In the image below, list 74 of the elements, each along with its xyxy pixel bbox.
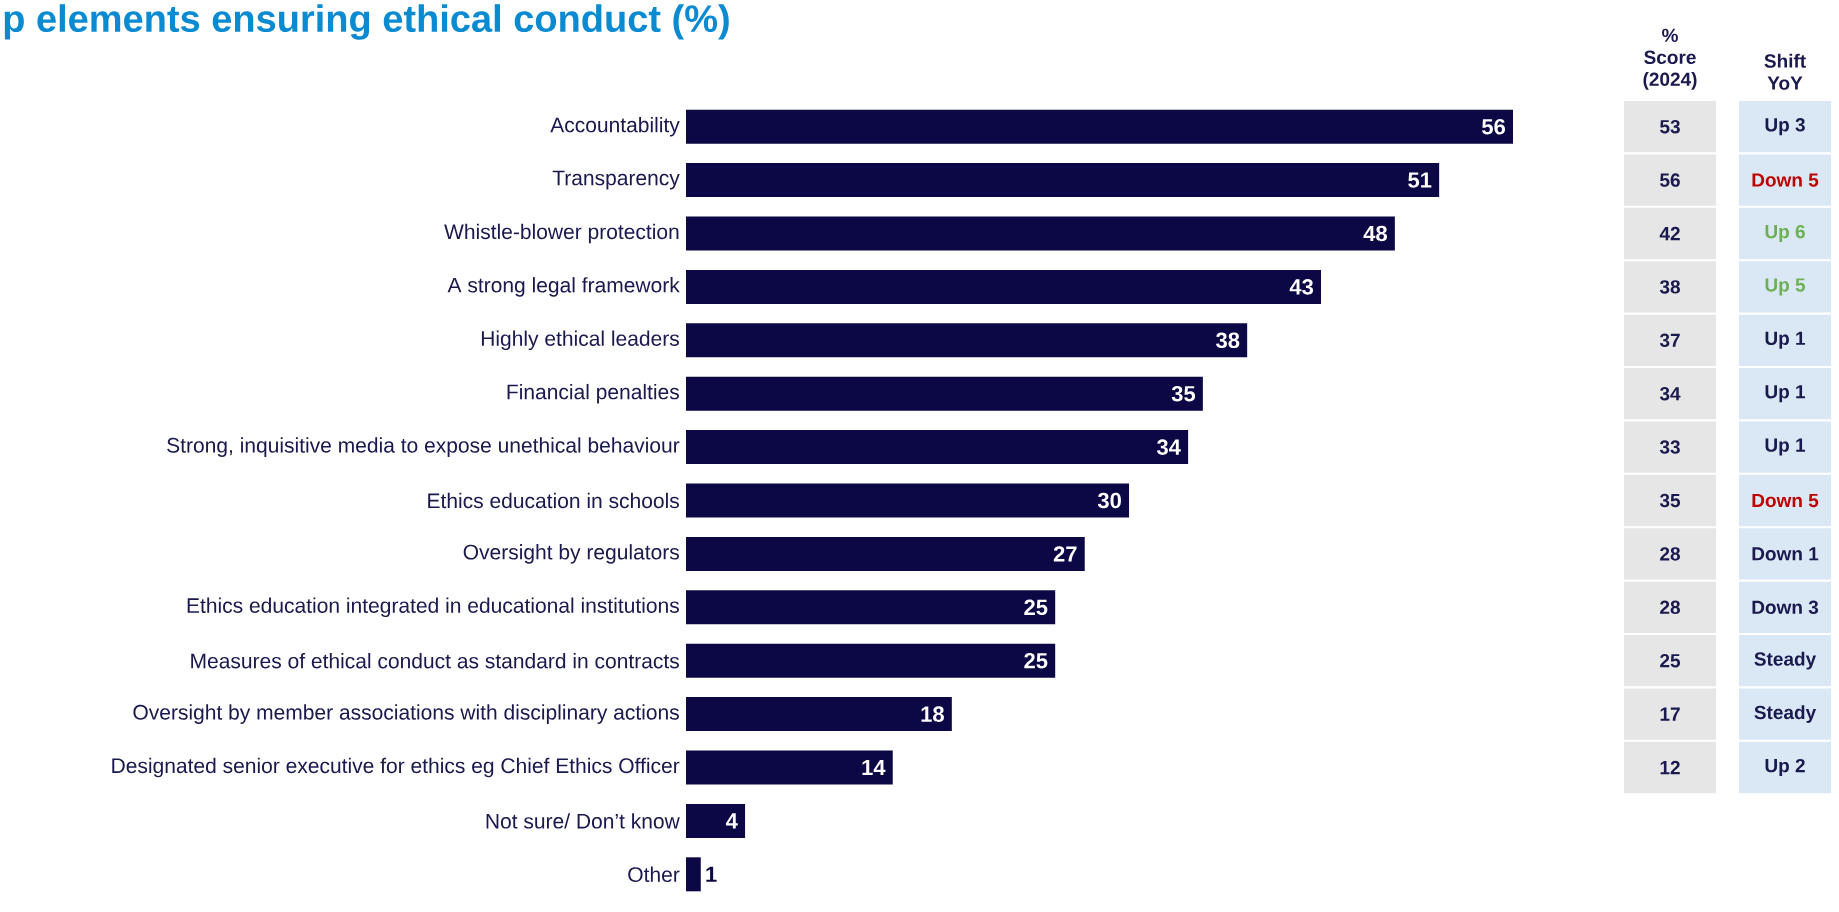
data-label: 25 — [1024, 652, 1048, 669]
text: 56 — [1660, 173, 1680, 187]
text: Down 3 — [1752, 600, 1819, 615]
text: Up 1 — [1765, 438, 1806, 456]
bar — [686, 109, 1513, 144]
text: % Score (2024) — [1643, 28, 1697, 90]
y-tick-label: Accountability — [550, 116, 680, 137]
data-label: 43 — [1289, 279, 1314, 295]
text: 28 — [1660, 600, 1680, 615]
text: Down 5 — [1752, 173, 1819, 187]
text: 12 — [1660, 760, 1680, 775]
y-tick-label: Ethics education integrated in educational institutions — [187, 597, 679, 618]
data-label: 51 — [1408, 172, 1432, 188]
y-tick-label: Whistle-blower protection — [444, 223, 679, 244]
bar — [686, 643, 1056, 678]
text: 38 — [1659, 280, 1680, 294]
y-tick-label: Measures of ethical conduct as standard in contracts — [191, 653, 679, 669]
bar — [686, 750, 893, 785]
bar — [686, 376, 1203, 411]
bar — [686, 216, 1395, 251]
text: Up 1 — [1765, 331, 1806, 349]
text: 42 — [1659, 226, 1680, 241]
data-label: 34 — [1156, 439, 1181, 455]
text: Up 6 — [1765, 224, 1805, 243]
data-label: 38 — [1216, 332, 1240, 349]
text: 17 — [1660, 707, 1680, 721]
text: Steady — [1754, 705, 1817, 723]
text: 25 — [1660, 653, 1681, 668]
text: Shift YoY — [1764, 53, 1806, 90]
data-label: 1 — [706, 866, 717, 882]
y-tick-label: Ethics education in schools — [428, 492, 679, 509]
y-tick-label: Not sure/ Don’t know — [486, 813, 680, 829]
text: Down 1 — [1752, 547, 1819, 561]
text: 33 — [1659, 440, 1680, 454]
data-label: 48 — [1363, 225, 1387, 242]
y-tick-label: Transparency — [552, 170, 680, 190]
text: Down 5 — [1752, 493, 1819, 508]
data-label: 25 — [1024, 599, 1048, 616]
bar — [686, 803, 746, 838]
bar — [686, 697, 952, 732]
data-label: 14 — [862, 759, 886, 776]
bar — [686, 536, 1085, 571]
y-tick-label: Strong, inquisitive media to expose unethical behaviour — [167, 437, 680, 457]
bar — [686, 483, 1130, 518]
bar — [686, 857, 701, 892]
y-tick-label: A strong legal framework — [447, 277, 680, 297]
text: Up 2 — [1765, 758, 1805, 777]
y-tick-label: Financial penalties — [507, 383, 679, 404]
text: 34 — [1659, 386, 1681, 401]
text: p elements ensuring ethical conduct (%) — [4, 4, 729, 40]
text: 37 — [1659, 333, 1680, 348]
y-tick-label: Designated senior executive for ethics eg Chief Ethics Officer — [112, 757, 680, 778]
text: 35 — [1659, 493, 1681, 508]
y-tick-label: Highly ethical leaders — [481, 330, 679, 351]
data-label: 27 — [1053, 546, 1077, 562]
text: 28 — [1660, 547, 1680, 561]
data-label: 30 — [1097, 492, 1121, 509]
text: Steady — [1754, 651, 1817, 670]
bar — [686, 163, 1440, 198]
y-tick-label: Oversight by regulators — [463, 544, 679, 564]
data-label: 35 — [1171, 385, 1196, 402]
bar — [686, 269, 1322, 304]
data-label: 4 — [725, 813, 738, 829]
y-tick-label: Other — [628, 866, 680, 883]
data-label: 56 — [1482, 118, 1506, 135]
bar — [686, 430, 1189, 465]
y-tick-label: Oversight by member associations with disciplinary actions — [133, 704, 679, 724]
bar — [686, 323, 1248, 358]
text: Up 5 — [1765, 278, 1806, 296]
data-label: 18 — [921, 706, 944, 722]
bar — [686, 590, 1056, 625]
text: Up 1 — [1765, 385, 1806, 403]
text: Up 3 — [1765, 118, 1805, 136]
text: 53 — [1660, 119, 1680, 134]
